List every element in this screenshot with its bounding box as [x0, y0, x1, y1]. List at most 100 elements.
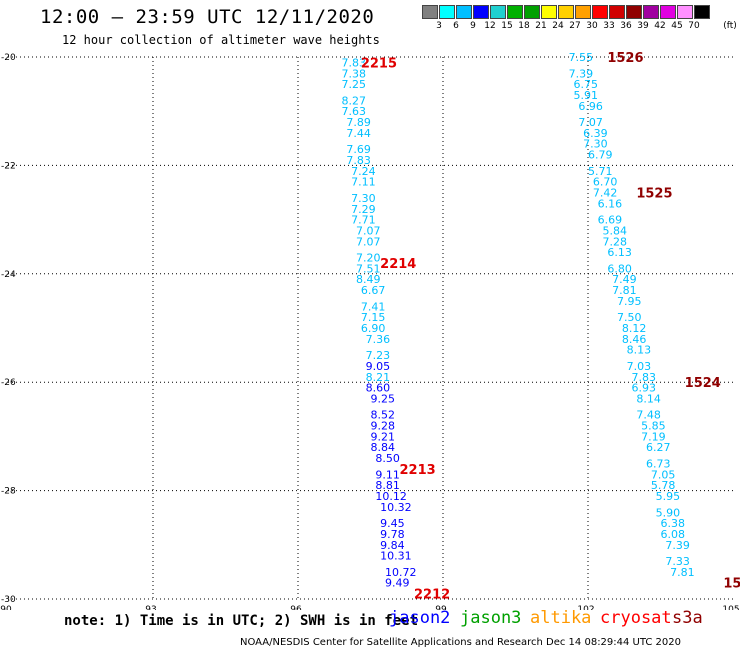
color-swatch: [541, 5, 557, 19]
wave-height-label: 10.12: [375, 490, 407, 503]
wave-height-label: 6.16: [598, 197, 623, 210]
wave-height-label: 7.38: [342, 67, 367, 80]
color-swatch: [609, 5, 625, 19]
wave-height-label: 7.71: [351, 214, 376, 227]
satellite-legend-s3a: s3a: [672, 608, 703, 628]
wave-height-label: 7.28: [603, 235, 628, 248]
wave-height-label: 6.69: [598, 214, 623, 227]
color-scale-unit: (ft): [723, 21, 737, 31]
color-scale-bar: [422, 5, 711, 19]
color-swatch: [660, 5, 676, 19]
color-scale-tick: 24: [552, 21, 564, 31]
color-scale-tick: 9: [470, 21, 476, 31]
x-tick-label: 90: [0, 605, 12, 610]
footer-note: note: 1) Time is in UTC; 2) SWH is in fe…: [64, 613, 419, 629]
wave-height-label: 7.30: [583, 138, 608, 151]
color-scale-tick: 15: [501, 21, 513, 31]
chart-subtitle: 12 hour collection of altimeter wave hei…: [62, 33, 380, 47]
wave-height-label: 6.67: [361, 284, 386, 297]
color-swatch: [439, 5, 455, 19]
color-swatch: [626, 5, 642, 19]
wave-height-map: 90 93 96 99 102 105-20-22-24-26-28-307.837.38…: [0, 51, 740, 610]
pass-label: 2212: [414, 588, 450, 603]
color-scale-tick: 70: [688, 21, 700, 31]
y-tick-label: -30: [1, 595, 16, 605]
color-scale-ticks: 3 6 9 12 15 18 21 24 27 30 33 36 39 42 45 70 (ft): [422, 21, 740, 33]
wave-height-label: 8.50: [375, 452, 400, 465]
wave-height-label: 6.13: [607, 246, 632, 259]
color-swatch: [524, 5, 540, 19]
wave-height-label: 9.05: [366, 360, 391, 373]
y-tick-label: -22: [1, 161, 16, 171]
wave-height-label: 7.29: [351, 203, 376, 216]
wave-height-label: 9.78: [380, 528, 405, 541]
wave-height-label: 6.96: [578, 100, 603, 113]
pass-label: 2214: [380, 257, 416, 272]
wave-height-label: 9.21: [371, 430, 396, 443]
color-scale-tick: 3: [436, 21, 442, 31]
y-tick-label: -20: [1, 53, 16, 63]
wave-height-label: 7.41: [361, 300, 386, 313]
wave-height-label: 5.95: [656, 490, 681, 503]
color-swatch: [422, 5, 438, 19]
wave-height-label: 8.21: [366, 371, 391, 384]
wave-height-label: 8.27: [342, 94, 367, 107]
wave-height-label: 5.78: [651, 479, 676, 492]
wave-height-label: 8.52: [371, 409, 396, 422]
wave-height-label: 7.24: [351, 165, 376, 178]
color-scale-tick: 21: [535, 21, 547, 31]
wave-height-label: 7.39: [569, 67, 594, 80]
wave-height-label: 7.44: [346, 127, 371, 140]
footer: note: 1) Time is in UTC; 2) SWH is in fe…: [0, 608, 740, 650]
color-swatch: [694, 5, 710, 19]
wave-height-label: 7.07: [356, 235, 381, 248]
wave-height-label: 9.11: [375, 468, 400, 481]
pass-label: 1526: [607, 51, 643, 66]
wave-height-label: 6.80: [607, 262, 632, 275]
color-swatch: [490, 5, 506, 19]
wave-height-label: 9.84: [380, 539, 405, 552]
wave-height-label: 7.39: [665, 539, 690, 552]
satellite-legend-jason3: jason3: [460, 608, 522, 628]
wave-height-label: 6.75: [574, 78, 599, 91]
y-tick-label: -26: [1, 378, 16, 388]
wave-height-label: 8.46: [622, 333, 647, 346]
color-scale-tick: 12: [484, 21, 496, 31]
wave-height-label: 6.73: [646, 458, 671, 471]
y-tick-label: -24: [1, 270, 16, 280]
wave-height-label: 7.23: [366, 349, 391, 362]
color-scale-tick: 27: [569, 21, 581, 31]
wave-height-label: 7.81: [670, 566, 695, 579]
wave-height-label: 7.36: [366, 333, 391, 346]
wave-height-label: 5.71: [588, 165, 613, 178]
x-tick-label: 93: [145, 605, 156, 610]
wave-height-label: 10.31: [380, 550, 412, 563]
credit-line: NOAA/NESDIS Center for Satellite Applica…: [240, 637, 682, 648]
wave-height-label: 7.05: [651, 468, 676, 481]
wave-height-label: 8.49: [356, 273, 381, 286]
pass-label: 1525: [636, 187, 672, 202]
wave-height-label: 8.81: [375, 479, 400, 492]
wave-height-label: 7.19: [641, 430, 666, 443]
wave-height-label: 5.85: [641, 420, 666, 433]
wave-height-label: 8.84: [371, 441, 396, 454]
wave-height-label: 7.30: [351, 192, 376, 205]
x-tick-label: 102: [577, 605, 594, 610]
wave-height-label: 7.07: [578, 116, 603, 129]
color-swatch: [592, 5, 608, 19]
wave-height-label: 5.91: [574, 89, 599, 102]
wave-height-label: 7.51: [356, 262, 381, 275]
wave-height-label: 5.90: [656, 506, 681, 519]
wave-height-label: 7.33: [665, 555, 690, 568]
wave-height-label: 6.38: [661, 517, 686, 530]
color-swatch: [575, 5, 591, 19]
wave-height-label: 6.27: [646, 441, 671, 454]
wave-height-label: 7.55: [569, 51, 594, 64]
wave-height-label: 7.83: [342, 56, 367, 69]
color-swatch: [473, 5, 489, 19]
wave-height-label: 9.28: [371, 420, 396, 433]
satellite-legend-jason2: jason2: [389, 608, 451, 628]
color-scale-tick: 39: [637, 21, 649, 31]
wave-height-label: 10.32: [380, 501, 412, 514]
wave-height-label: 7.11: [351, 176, 376, 189]
